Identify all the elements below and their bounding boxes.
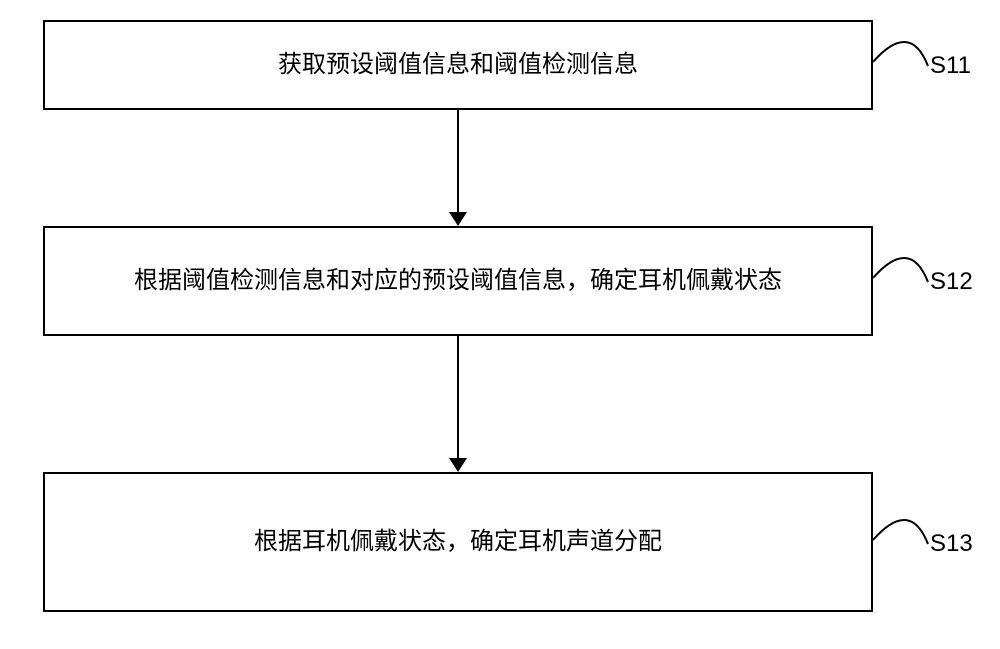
hook-s13 xyxy=(0,0,1000,649)
step-label-s13: S13 xyxy=(930,530,973,558)
flowchart-canvas: 获取预设阈值信息和阈值检测信息 S11 根据阈值检测信息和对应的预设阈值信息，确… xyxy=(0,0,1000,649)
